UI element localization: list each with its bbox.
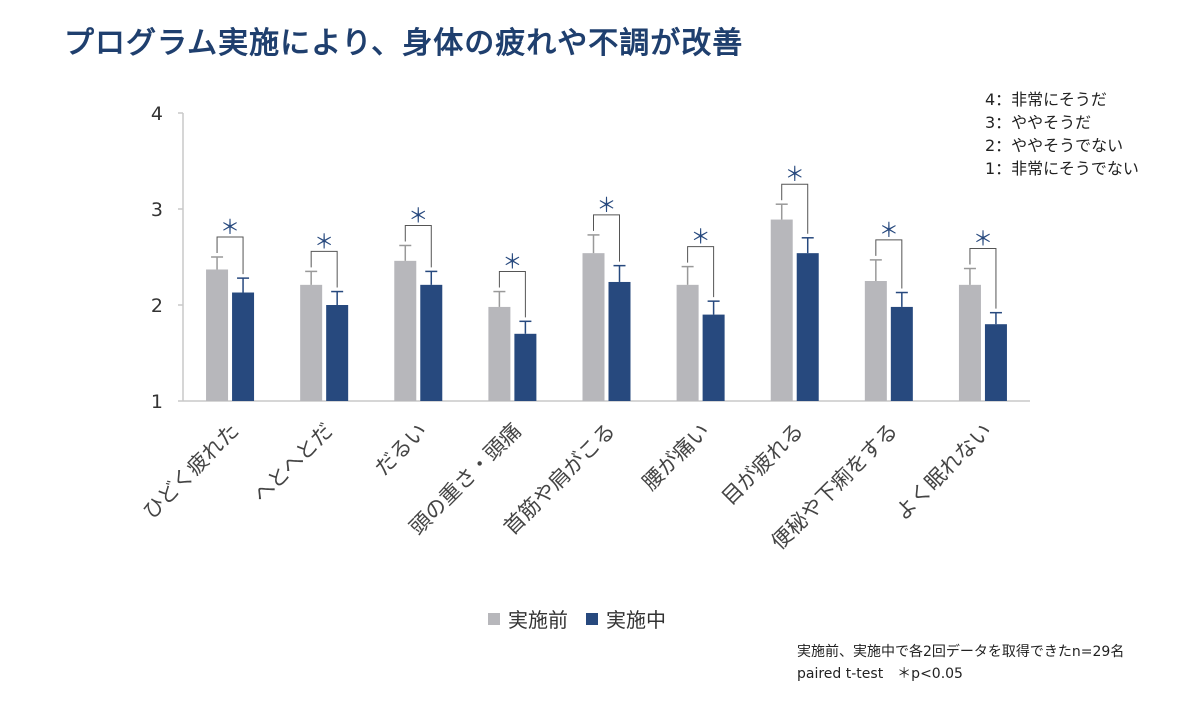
category-label: 腰が痛い bbox=[638, 419, 714, 495]
significance-marker: ＊ bbox=[973, 227, 993, 251]
footnote-test: paired t-test ＊p<0.05 bbox=[797, 666, 963, 682]
significance-bracket bbox=[875, 239, 903, 289]
scale-legend-item: 3：ややそうだ bbox=[985, 113, 1092, 132]
bar-before bbox=[582, 253, 605, 401]
bar-during bbox=[984, 324, 1007, 401]
category-label: へとへとだ bbox=[249, 419, 338, 508]
page-title: プログラム実施により、身体の疲れや不調が改善 bbox=[64, 26, 744, 61]
scale-legend: 4：非常にそうだ 3：ややそうだ 2：ややそうでない 1：非常にそうでない bbox=[985, 88, 1139, 180]
category-label: ひどく疲れた bbox=[138, 419, 243, 524]
scale-legend-item: 4：非常にそうだ bbox=[985, 90, 1107, 109]
bar-during bbox=[420, 284, 443, 401]
footnote: 実施前、実施中で各2回データを取得できたn=29名 paired t-test … bbox=[797, 641, 1124, 685]
significance-bracket bbox=[593, 214, 620, 262]
significance-bracket bbox=[781, 183, 809, 234]
legend-item-before: 実施前 bbox=[488, 604, 568, 633]
significance-bracket bbox=[404, 224, 432, 268]
y-tick-label: 4 bbox=[151, 103, 163, 125]
bar-before bbox=[864, 281, 887, 401]
significance-marker: ＊ bbox=[691, 225, 711, 249]
category-label: だるい bbox=[370, 419, 432, 481]
y-tick-label: 2 bbox=[151, 295, 163, 317]
significance-bracket bbox=[216, 236, 244, 275]
significance-marker: ＊ bbox=[220, 215, 240, 239]
category-label: よく眠れない bbox=[890, 419, 996, 525]
scale-legend-item: 2：ややそうでない bbox=[985, 136, 1124, 155]
legend-swatch-during bbox=[586, 612, 598, 625]
footnote-sample: 実施前、実施中で各2回データを取得できたn=29名 bbox=[797, 644, 1125, 660]
significance-marker: ＊ bbox=[408, 203, 428, 227]
bar-before bbox=[770, 219, 793, 401]
significance-marker: ＊ bbox=[597, 193, 617, 217]
bar-before bbox=[676, 284, 699, 401]
scale-legend-item: 1：非常にそうでない bbox=[985, 159, 1139, 178]
bar-during bbox=[796, 253, 819, 401]
bar-before bbox=[206, 269, 229, 401]
significance-bracket bbox=[969, 248, 997, 309]
chart-legend: 実施前 実施中 bbox=[488, 604, 684, 633]
bar-during bbox=[702, 314, 725, 401]
significance-bracket bbox=[687, 246, 715, 298]
significance-marker: ＊ bbox=[879, 218, 899, 242]
bar-before bbox=[958, 284, 981, 401]
significance-bracket bbox=[498, 271, 526, 318]
bar-before bbox=[394, 260, 417, 401]
significance-marker: ＊ bbox=[785, 162, 805, 186]
legend-item-during: 実施中 bbox=[586, 604, 666, 633]
significance-bracket bbox=[310, 250, 338, 288]
y-tick-label: 1 bbox=[151, 391, 163, 413]
legend-label-during: 実施中 bbox=[606, 608, 666, 632]
bar-before bbox=[488, 306, 511, 401]
bar-during bbox=[890, 306, 913, 401]
significance-marker: ＊ bbox=[502, 250, 522, 274]
bar-during bbox=[514, 333, 537, 401]
legend-label-before: 実施前 bbox=[508, 608, 568, 632]
y-tick-label: 3 bbox=[151, 199, 163, 221]
bar-during bbox=[326, 305, 349, 401]
legend-swatch-before bbox=[488, 612, 500, 625]
bar-before bbox=[300, 284, 323, 401]
significance-marker: ＊ bbox=[314, 229, 334, 253]
bar-during bbox=[608, 281, 631, 401]
category-label: 目が疲れる bbox=[717, 419, 808, 510]
bar-during bbox=[232, 292, 255, 401]
